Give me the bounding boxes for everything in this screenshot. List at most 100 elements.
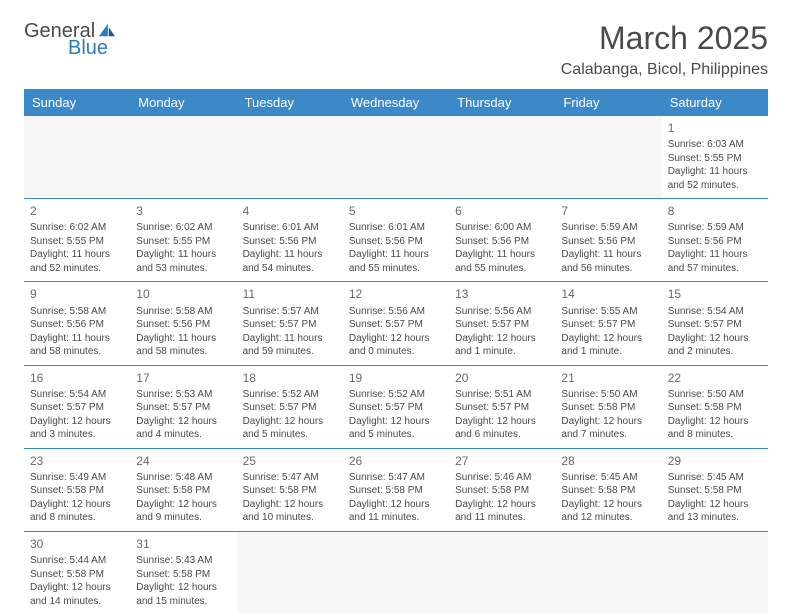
daylight-text: Daylight: 12 hours and 8 minutes. — [668, 415, 762, 442]
day-header-cell: Friday — [555, 89, 661, 116]
day-number: 20 — [455, 370, 549, 386]
day-number: 26 — [349, 453, 443, 469]
day-cell: 9Sunrise: 5:58 AMSunset: 5:56 PMDaylight… — [24, 282, 130, 365]
daylight-text: Daylight: 12 hours and 13 minutes. — [668, 498, 762, 525]
day-cell: 3Sunrise: 6:02 AMSunset: 5:55 PMDaylight… — [130, 199, 236, 282]
sunrise-text: Sunrise: 5:54 AM — [668, 305, 762, 319]
sunset-text: Sunset: 5:58 PM — [561, 484, 655, 498]
day-cell: 18Sunrise: 5:52 AMSunset: 5:57 PMDayligh… — [237, 365, 343, 448]
location-subtitle: Calabanga, Bicol, Philippines — [561, 61, 768, 79]
daylight-text: Daylight: 12 hours and 5 minutes. — [243, 415, 337, 442]
day-cell: 14Sunrise: 5:55 AMSunset: 5:57 PMDayligh… — [555, 282, 661, 365]
day-cell: 10Sunrise: 5:58 AMSunset: 5:56 PMDayligh… — [130, 282, 236, 365]
sunset-text: Sunset: 5:58 PM — [30, 484, 124, 498]
sunset-text: Sunset: 5:58 PM — [455, 484, 549, 498]
day-number: 29 — [668, 453, 762, 469]
day-cell: 6Sunrise: 6:00 AMSunset: 5:56 PMDaylight… — [449, 199, 555, 282]
sunset-text: Sunset: 5:56 PM — [136, 318, 230, 332]
daylight-text: Daylight: 11 hours and 54 minutes. — [243, 248, 337, 275]
empty-day-cell — [237, 531, 343, 614]
day-cell: 27Sunrise: 5:46 AMSunset: 5:58 PMDayligh… — [449, 448, 555, 531]
sunrise-text: Sunrise: 5:50 AM — [561, 388, 655, 402]
week-row: 23Sunrise: 5:49 AMSunset: 5:58 PMDayligh… — [24, 448, 768, 531]
day-cell: 31Sunrise: 5:43 AMSunset: 5:58 PMDayligh… — [130, 531, 236, 614]
day-cell: 16Sunrise: 5:54 AMSunset: 5:57 PMDayligh… — [24, 365, 130, 448]
sunset-text: Sunset: 5:57 PM — [455, 318, 549, 332]
day-header-cell: Sunday — [24, 89, 130, 116]
day-cell: 25Sunrise: 5:47 AMSunset: 5:58 PMDayligh… — [237, 448, 343, 531]
day-number: 28 — [561, 453, 655, 469]
day-number: 23 — [30, 453, 124, 469]
daylight-text: Daylight: 12 hours and 9 minutes. — [136, 498, 230, 525]
sunrise-text: Sunrise: 5:44 AM — [30, 554, 124, 568]
sunrise-text: Sunrise: 5:52 AM — [349, 388, 443, 402]
sunset-text: Sunset: 5:56 PM — [30, 318, 124, 332]
empty-day-cell — [449, 531, 555, 614]
day-cell: 19Sunrise: 5:52 AMSunset: 5:57 PMDayligh… — [343, 365, 449, 448]
sunrise-text: Sunrise: 5:49 AM — [30, 471, 124, 485]
sunset-text: Sunset: 5:57 PM — [561, 318, 655, 332]
daylight-text: Daylight: 11 hours and 55 minutes. — [455, 248, 549, 275]
calendar-table: SundayMondayTuesdayWednesdayThursdayFrid… — [24, 89, 768, 614]
day-number: 1 — [668, 120, 762, 136]
document-header: GeneralBlue March 2025 Calabanga, Bicol,… — [24, 20, 768, 79]
sunset-text: Sunset: 5:56 PM — [455, 235, 549, 249]
daylight-text: Daylight: 12 hours and 1 minute. — [561, 332, 655, 359]
day-number: 3 — [136, 203, 230, 219]
day-cell: 8Sunrise: 5:59 AMSunset: 5:56 PMDaylight… — [662, 199, 768, 282]
empty-day-cell — [343, 531, 449, 614]
sunrise-text: Sunrise: 5:54 AM — [30, 388, 124, 402]
day-header-cell: Saturday — [662, 89, 768, 116]
daylight-text: Daylight: 12 hours and 6 minutes. — [455, 415, 549, 442]
sunrise-text: Sunrise: 5:57 AM — [243, 305, 337, 319]
empty-day-cell — [24, 116, 130, 199]
sunset-text: Sunset: 5:56 PM — [349, 235, 443, 249]
daylight-text: Daylight: 12 hours and 15 minutes. — [136, 581, 230, 608]
sunset-text: Sunset: 5:58 PM — [668, 484, 762, 498]
sunset-text: Sunset: 5:57 PM — [136, 401, 230, 415]
day-header-cell: Tuesday — [237, 89, 343, 116]
sunset-text: Sunset: 5:57 PM — [455, 401, 549, 415]
day-number: 13 — [455, 286, 549, 302]
daylight-text: Daylight: 11 hours and 57 minutes. — [668, 248, 762, 275]
day-cell: 4Sunrise: 6:01 AMSunset: 5:56 PMDaylight… — [237, 199, 343, 282]
day-cell: 21Sunrise: 5:50 AMSunset: 5:58 PMDayligh… — [555, 365, 661, 448]
day-cell: 13Sunrise: 5:56 AMSunset: 5:57 PMDayligh… — [449, 282, 555, 365]
sunset-text: Sunset: 5:58 PM — [668, 401, 762, 415]
day-number: 17 — [136, 370, 230, 386]
sunset-text: Sunset: 5:56 PM — [668, 235, 762, 249]
daylight-text: Daylight: 11 hours and 59 minutes. — [243, 332, 337, 359]
sunrise-text: Sunrise: 5:43 AM — [136, 554, 230, 568]
daylight-text: Daylight: 12 hours and 7 minutes. — [561, 415, 655, 442]
day-number: 4 — [243, 203, 337, 219]
daylight-text: Daylight: 12 hours and 12 minutes. — [561, 498, 655, 525]
day-number: 25 — [243, 453, 337, 469]
daylight-text: Daylight: 12 hours and 11 minutes. — [455, 498, 549, 525]
sunrise-text: Sunrise: 5:51 AM — [455, 388, 549, 402]
day-cell: 17Sunrise: 5:53 AMSunset: 5:57 PMDayligh… — [130, 365, 236, 448]
daylight-text: Daylight: 12 hours and 11 minutes. — [349, 498, 443, 525]
daylight-text: Daylight: 12 hours and 0 minutes. — [349, 332, 443, 359]
day-header-cell: Thursday — [449, 89, 555, 116]
week-row: 9Sunrise: 5:58 AMSunset: 5:56 PMDaylight… — [24, 282, 768, 365]
sunset-text: Sunset: 5:57 PM — [668, 318, 762, 332]
daylight-text: Daylight: 11 hours and 52 minutes. — [30, 248, 124, 275]
daylight-text: Daylight: 11 hours and 55 minutes. — [349, 248, 443, 275]
day-cell: 30Sunrise: 5:44 AMSunset: 5:58 PMDayligh… — [24, 531, 130, 614]
empty-day-cell — [237, 116, 343, 199]
daylight-text: Daylight: 11 hours and 56 minutes. — [561, 248, 655, 275]
day-cell: 2Sunrise: 6:02 AMSunset: 5:55 PMDaylight… — [24, 199, 130, 282]
sunset-text: Sunset: 5:57 PM — [243, 318, 337, 332]
daylight-text: Daylight: 12 hours and 5 minutes. — [349, 415, 443, 442]
day-number: 5 — [349, 203, 443, 219]
sunset-text: Sunset: 5:57 PM — [243, 401, 337, 415]
sunrise-text: Sunrise: 5:47 AM — [243, 471, 337, 485]
day-cell: 23Sunrise: 5:49 AMSunset: 5:58 PMDayligh… — [24, 448, 130, 531]
week-row: 2Sunrise: 6:02 AMSunset: 5:55 PMDaylight… — [24, 199, 768, 282]
day-number: 30 — [30, 536, 124, 552]
empty-day-cell — [343, 116, 449, 199]
daylight-text: Daylight: 12 hours and 1 minute. — [455, 332, 549, 359]
sunset-text: Sunset: 5:57 PM — [30, 401, 124, 415]
sunrise-text: Sunrise: 5:55 AM — [561, 305, 655, 319]
sunset-text: Sunset: 5:58 PM — [136, 568, 230, 582]
